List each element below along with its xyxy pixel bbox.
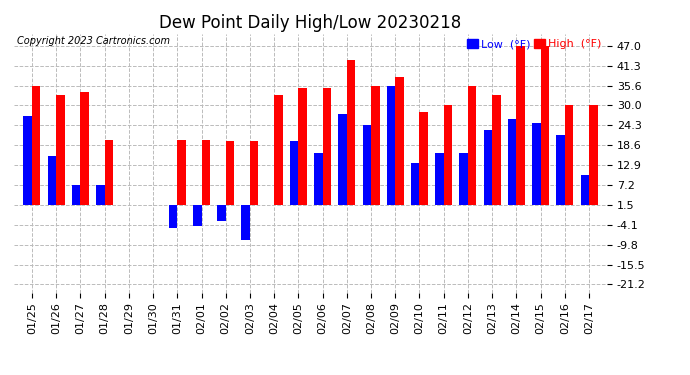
Bar [56,95,65,205]
Bar [217,205,226,221]
Bar [290,141,298,205]
Title: Dew Point Daily High/Low 20230218: Dew Point Daily High/Low 20230218 [159,14,462,32]
Bar [241,205,250,240]
Bar [250,141,259,205]
Bar [565,105,573,205]
Bar [460,153,468,205]
Bar [532,123,540,205]
Bar [589,105,598,205]
Bar [347,60,355,205]
Bar [387,86,395,205]
Text: Copyright 2023 Cartronics.com: Copyright 2023 Cartronics.com [17,36,170,46]
Bar [48,156,56,205]
Legend: Low  (°F), High  (°F): Low (°F), High (°F) [466,39,602,50]
Bar [169,205,177,228]
Bar [420,112,428,205]
Bar [371,86,380,205]
Bar [201,140,210,205]
Bar [492,95,501,205]
Bar [96,185,105,205]
Bar [105,140,113,205]
Bar [274,95,283,205]
Bar [516,46,525,205]
Bar [338,114,347,205]
Bar [444,105,452,205]
Bar [508,119,516,205]
Bar [540,46,549,205]
Bar [395,78,404,205]
Bar [323,88,331,205]
Bar [314,153,323,205]
Bar [580,176,589,205]
Bar [484,130,492,205]
Bar [468,86,476,205]
Bar [298,88,307,205]
Bar [193,205,201,226]
Bar [23,116,32,205]
Bar [72,185,81,205]
Bar [177,140,186,205]
Bar [226,141,234,205]
Bar [81,92,89,205]
Bar [435,153,444,205]
Bar [411,163,420,205]
Bar [32,86,41,205]
Bar [362,125,371,205]
Bar [556,135,565,205]
